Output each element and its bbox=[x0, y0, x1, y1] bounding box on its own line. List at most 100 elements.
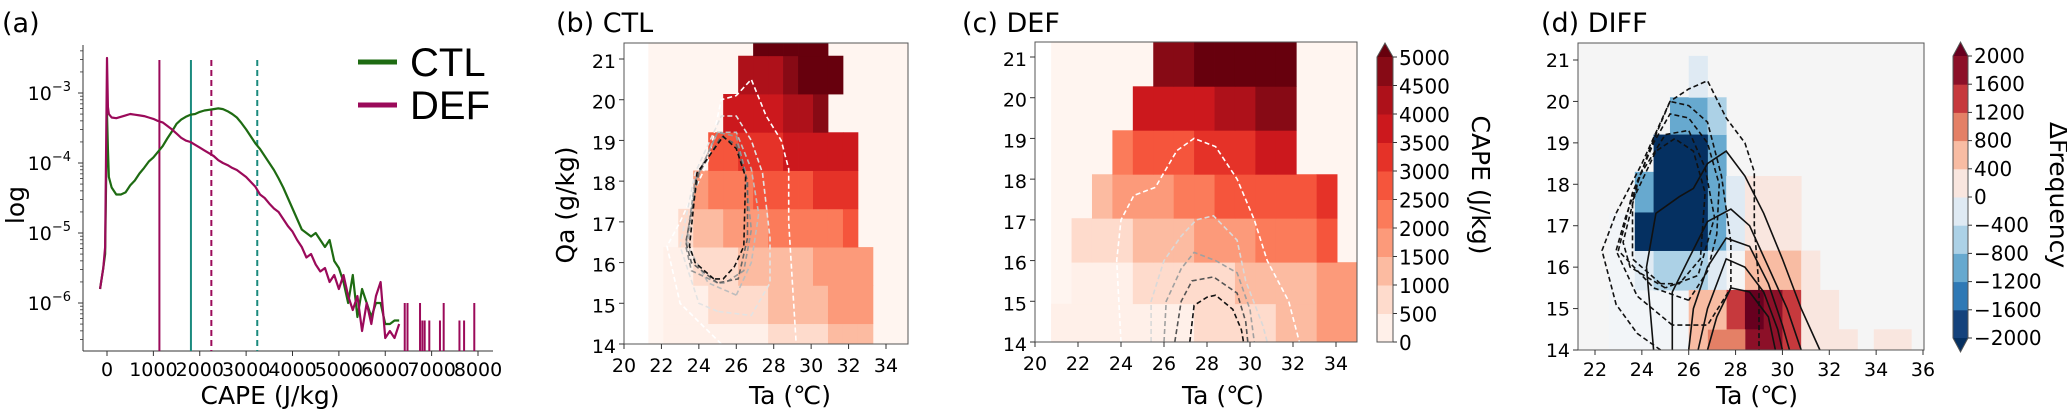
panel-c-heatmap-cell bbox=[1234, 42, 1256, 87]
panel-c-heatmap-cell bbox=[1337, 262, 1358, 305]
panel-c-heatmap-cell bbox=[1194, 42, 1215, 87]
panel-c-heatmap-cell bbox=[1194, 86, 1215, 131]
panel-d-y-tick-label: 14 bbox=[1546, 340, 1570, 362]
panel-b-y-tick-label: 14 bbox=[592, 336, 616, 358]
panel-b-heatmap-cell bbox=[768, 94, 784, 133]
panel-b-y-tick-label: 18 bbox=[592, 173, 616, 195]
panel-b-frequency-contour bbox=[688, 135, 747, 280]
panel-c-heatmap-cell bbox=[1337, 303, 1358, 343]
panel-b-heatmap-cell bbox=[768, 170, 784, 210]
panel-c-heatmap-cell bbox=[1173, 218, 1195, 263]
cape-colorbar-label: CAPE (J/kg) bbox=[1466, 115, 1495, 254]
cape-colorbar-tick-label: 1500 bbox=[1399, 246, 1450, 270]
panel-c-heatmap-cell bbox=[1071, 303, 1093, 343]
panel-d-def-contour bbox=[1687, 237, 1791, 351]
panel-b-heatmap-cell bbox=[753, 94, 769, 133]
panel-b-heatmap-cell bbox=[723, 170, 739, 210]
panel-c-heatmap-cell bbox=[1214, 218, 1236, 263]
panel-c-heatmap-cell bbox=[1173, 262, 1195, 305]
panel-b-x-tick-label: 32 bbox=[836, 355, 860, 377]
cape-colorbar-bin bbox=[1377, 285, 1393, 314]
cape-colorbar-bin bbox=[1377, 171, 1393, 200]
panel-b-heatmap-cell bbox=[708, 323, 724, 345]
panel-b-heatmap-cell bbox=[663, 285, 679, 325]
panel-c-heatmap-cell bbox=[1296, 174, 1318, 219]
diff-colorbar-bin bbox=[1953, 168, 1968, 198]
panel-c-heatmap-cell bbox=[1153, 218, 1175, 263]
panel-a-ctl-line bbox=[98, 107, 400, 326]
panel-d-y-tick-label: 17 bbox=[1546, 216, 1570, 238]
panel-c-heatmap-cell bbox=[1091, 174, 1113, 219]
panel-b-heatmap-cell bbox=[663, 323, 679, 345]
panel-b-heatmap-cell bbox=[738, 247, 754, 286]
diff-colorbar-tick-label: −400 bbox=[1974, 213, 2029, 237]
panel-d-heatmap-cell bbox=[1873, 329, 1912, 351]
panel-d-heatmap-cell bbox=[1726, 289, 1746, 330]
panel-b-heatmap-cell bbox=[753, 208, 769, 248]
panel-d-y-tick-label: 19 bbox=[1546, 133, 1570, 155]
panel-d-y-tick-label: 18 bbox=[1546, 174, 1570, 196]
panel-c-x-tick-label: 32 bbox=[1281, 353, 1305, 375]
panel-b-label: (b) CTL bbox=[556, 8, 653, 39]
panel-c-frequency-contour bbox=[1150, 214, 1268, 343]
panel-c-heatmap-cell bbox=[1132, 262, 1154, 305]
panel-b-heatmap-cell bbox=[827, 170, 844, 210]
panel-d-def-contour bbox=[1671, 208, 1802, 351]
panel-d-x-tick-label: 26 bbox=[1677, 359, 1701, 381]
panel-b-heatmap-cell bbox=[723, 323, 739, 345]
panel-b-heatmap-cell bbox=[813, 208, 829, 248]
panel-b-frequency-contour bbox=[684, 131, 753, 284]
panel-b-heatmap-cell bbox=[813, 247, 829, 286]
panel-c-frequency-contour bbox=[1189, 294, 1245, 343]
panel-a-ylabel: log bbox=[1, 186, 30, 224]
panel-b-heatmap-cell bbox=[827, 132, 844, 171]
panel-d-heatmap-cell bbox=[1782, 289, 1802, 330]
panel-b-x-tick-label: 30 bbox=[799, 355, 823, 377]
panel-c-frequency-contour bbox=[1115, 137, 1301, 343]
panel-c-x-tick-label: 22 bbox=[1066, 353, 1090, 375]
panel-d-heatmap-cell bbox=[1688, 55, 1708, 98]
panel-c-heatmap-cell bbox=[1173, 86, 1195, 131]
panel-c-y-tick-label: 21 bbox=[1003, 49, 1027, 71]
panel-c-y-tick-label: 14 bbox=[1003, 334, 1027, 356]
panel-b-heatmap-cell bbox=[663, 247, 679, 286]
panel-d-x-tick-label: 24 bbox=[1630, 359, 1654, 381]
panel-b-heatmap-cell bbox=[842, 170, 859, 210]
panel-c-heatmap-cell bbox=[1194, 174, 1215, 219]
panel-c-heatmap-cell bbox=[1173, 130, 1195, 175]
panel-a-x-tick-label: 0 bbox=[101, 359, 113, 381]
panel-c-heatmap-cell bbox=[1173, 42, 1195, 87]
panel-c-heatmap-cell bbox=[1153, 42, 1175, 87]
panel-b-heatmap-cell bbox=[708, 208, 724, 248]
panel-b-heatmap-cell bbox=[827, 323, 844, 345]
panel-d-heatmap-cell bbox=[1744, 289, 1765, 330]
cape-colorbar-tick-label: 3500 bbox=[1399, 132, 1450, 156]
panel-b-heatmap-cell bbox=[753, 132, 769, 171]
panel-c-x-tick-label: 20 bbox=[1023, 353, 1047, 375]
panel-b-heatmap-cell bbox=[708, 285, 724, 325]
panel-c-heatmap-cell bbox=[1091, 303, 1113, 343]
panel-c-heatmap-cell bbox=[1255, 262, 1277, 305]
diff-colorbar-bin bbox=[1953, 281, 1968, 311]
panel-a-x-tick-label: 4000 bbox=[268, 359, 316, 381]
panel-c-heatmap-cell bbox=[1255, 218, 1277, 263]
panel-b-heatmap-cell bbox=[738, 94, 754, 133]
cape-colorbar-bin bbox=[1377, 199, 1393, 229]
panel-b-xlabel: Ta (℃) bbox=[748, 381, 831, 410]
panel-d-heatmap-cell bbox=[1744, 329, 1783, 351]
panel-b-ctl-heatmap: (b) CTL 20 22 24 26 28 30 32 34 14 15 16 17 18 19 20 21… bbox=[551, 8, 909, 410]
panel-c-heatmap-cell bbox=[1255, 86, 1277, 131]
cape-colorbar-tick-label: 1000 bbox=[1399, 274, 1450, 298]
panel-b-heatmap-cell bbox=[678, 323, 694, 345]
panel-c-heatmap-cell bbox=[1316, 218, 1338, 263]
panel-b-heatmap-cell bbox=[842, 285, 859, 325]
panel-d-heatmap-cell bbox=[1707, 134, 1727, 251]
panel-b-heatmap-cell bbox=[798, 170, 814, 210]
panel-b-heatmap-cell bbox=[783, 55, 799, 95]
panel-c-heatmap-cell bbox=[1153, 86, 1175, 131]
cape-colorbar-bin bbox=[1377, 313, 1393, 343]
panel-c-heatmap-cell bbox=[1255, 303, 1277, 343]
panel-b-heatmap-cell bbox=[783, 170, 799, 210]
